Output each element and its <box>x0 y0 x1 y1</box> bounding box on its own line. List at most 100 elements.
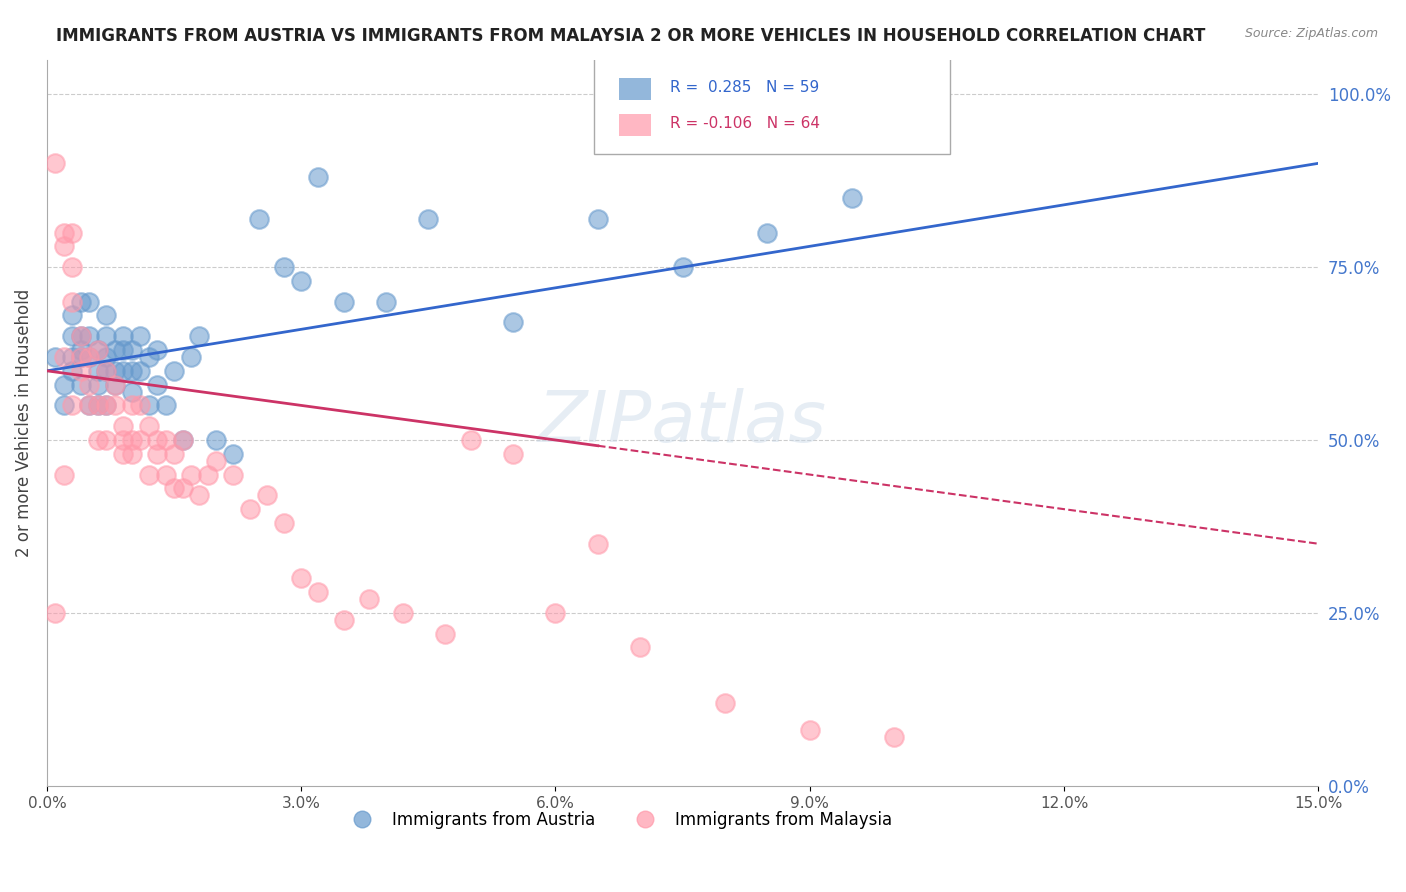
Point <box>87 343 110 357</box>
Point <box>112 364 135 378</box>
Point <box>112 447 135 461</box>
Point <box>96 329 118 343</box>
Point <box>52 467 75 482</box>
Point <box>138 419 160 434</box>
Point <box>52 398 75 412</box>
Point <box>180 350 202 364</box>
Point <box>307 585 329 599</box>
Point <box>332 294 354 309</box>
Point <box>96 398 118 412</box>
Point <box>418 211 440 226</box>
Point <box>60 309 83 323</box>
Point <box>44 156 66 170</box>
Point <box>502 447 524 461</box>
Point <box>180 467 202 482</box>
Point <box>87 377 110 392</box>
Point <box>273 260 295 274</box>
Point <box>239 502 262 516</box>
Point <box>44 350 66 364</box>
Point <box>188 329 211 343</box>
Point <box>146 433 169 447</box>
Point <box>96 350 118 364</box>
Point <box>146 377 169 392</box>
Point <box>205 433 228 447</box>
Point <box>799 723 821 738</box>
Point <box>112 329 135 343</box>
Legend: Immigrants from Austria, Immigrants from Malaysia: Immigrants from Austria, Immigrants from… <box>339 805 900 836</box>
Point <box>138 398 160 412</box>
Point <box>96 398 118 412</box>
Point <box>96 309 118 323</box>
Point <box>172 433 194 447</box>
Point <box>883 731 905 745</box>
Point <box>60 226 83 240</box>
Point <box>69 329 91 343</box>
Point <box>129 364 152 378</box>
Point <box>129 398 152 412</box>
Point <box>52 226 75 240</box>
Point <box>77 377 100 392</box>
Point <box>222 467 245 482</box>
Point <box>392 606 415 620</box>
Point <box>69 377 91 392</box>
Point <box>138 350 160 364</box>
Text: IMMIGRANTS FROM AUSTRIA VS IMMIGRANTS FROM MALAYSIA 2 OR MORE VEHICLES IN HOUSEH: IMMIGRANTS FROM AUSTRIA VS IMMIGRANTS FR… <box>56 27 1205 45</box>
Point <box>52 239 75 253</box>
Y-axis label: 2 or more Vehicles in Household: 2 or more Vehicles in Household <box>15 289 32 557</box>
Point <box>205 454 228 468</box>
Text: R = -0.106   N = 64: R = -0.106 N = 64 <box>669 116 820 131</box>
Point <box>247 211 270 226</box>
Text: Source: ZipAtlas.com: Source: ZipAtlas.com <box>1244 27 1378 40</box>
Point <box>52 377 75 392</box>
Point <box>60 260 83 274</box>
Point <box>69 350 91 364</box>
Point <box>77 350 100 364</box>
Point <box>222 447 245 461</box>
Point <box>121 447 143 461</box>
Point <box>163 482 186 496</box>
Point <box>586 537 609 551</box>
Point <box>460 433 482 447</box>
Point <box>87 398 110 412</box>
Point <box>77 398 100 412</box>
Point <box>69 350 91 364</box>
Text: R =  0.285   N = 59: R = 0.285 N = 59 <box>669 79 820 95</box>
Point <box>586 211 609 226</box>
Point <box>290 274 312 288</box>
Point <box>121 343 143 357</box>
Point <box>172 482 194 496</box>
Point <box>104 364 127 378</box>
Point <box>671 260 693 274</box>
Point <box>69 294 91 309</box>
Point <box>121 398 143 412</box>
Text: ZIPatlas: ZIPatlas <box>538 388 827 458</box>
Point <box>146 343 169 357</box>
Point <box>163 447 186 461</box>
FancyBboxPatch shape <box>619 78 651 100</box>
Point <box>357 592 380 607</box>
Point <box>69 364 91 378</box>
Point <box>104 377 127 392</box>
FancyBboxPatch shape <box>593 53 949 154</box>
Point <box>77 398 100 412</box>
Point <box>104 343 127 357</box>
Point <box>502 315 524 329</box>
Point <box>756 226 779 240</box>
Point <box>544 606 567 620</box>
Point <box>628 640 651 655</box>
Point <box>69 343 91 357</box>
Point <box>77 350 100 364</box>
Point <box>374 294 396 309</box>
Point <box>841 191 863 205</box>
Point <box>96 364 118 378</box>
Point <box>121 433 143 447</box>
Point <box>96 433 118 447</box>
Point <box>307 170 329 185</box>
Point <box>69 329 91 343</box>
Point <box>60 398 83 412</box>
Point <box>172 433 194 447</box>
Point <box>714 696 737 710</box>
Point <box>112 419 135 434</box>
Point <box>146 447 169 461</box>
Point <box>104 377 127 392</box>
